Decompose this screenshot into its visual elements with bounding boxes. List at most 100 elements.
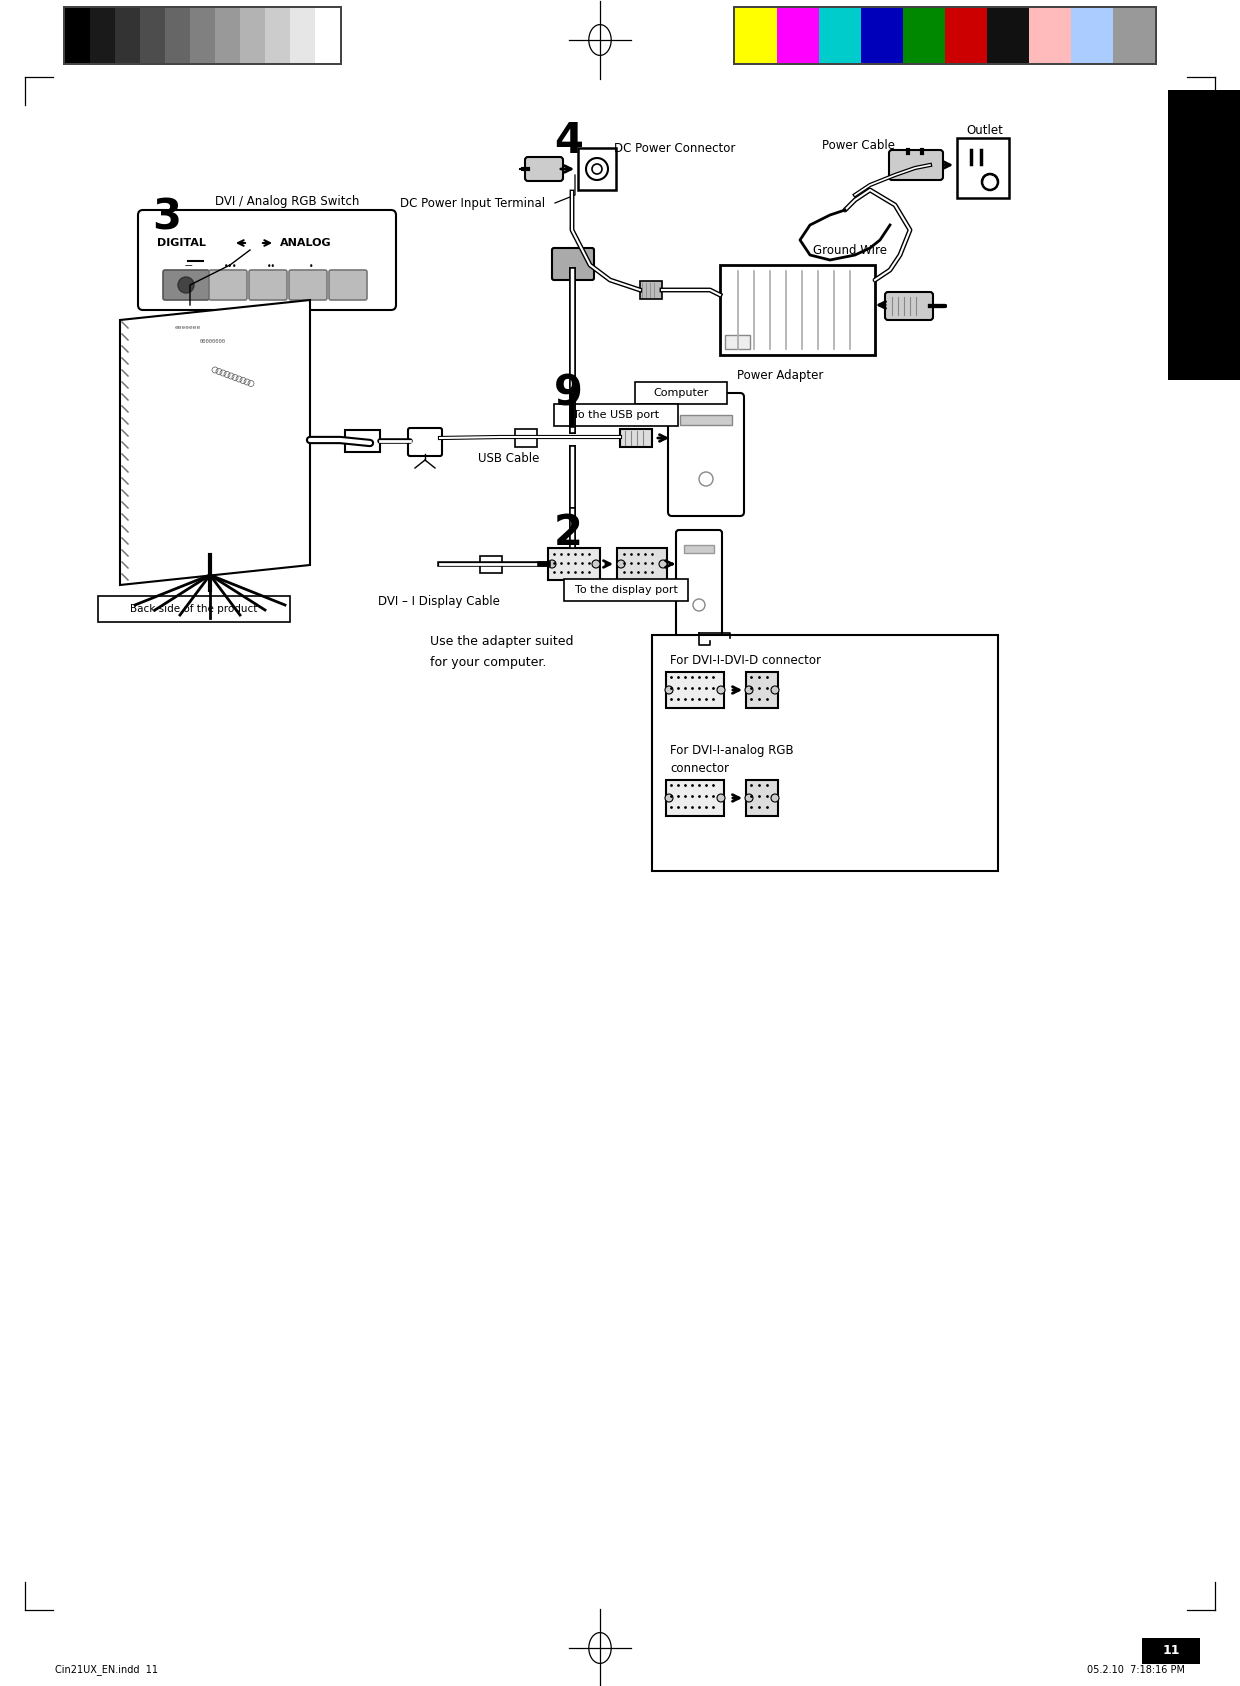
FancyBboxPatch shape [676, 529, 722, 636]
Bar [1029, 8, 1071, 62]
Bar [735, 8, 777, 62]
Bar [1142, 1639, 1200, 1664]
Text: •••: ••• [224, 261, 238, 270]
Bar [945, 8, 987, 62]
Text: DVI / Analog RGB Switch: DVI / Analog RGB Switch [215, 194, 360, 207]
Text: To the USB port: To the USB port [573, 410, 660, 420]
FancyBboxPatch shape [554, 405, 678, 427]
FancyBboxPatch shape [329, 270, 367, 300]
FancyBboxPatch shape [668, 393, 744, 516]
Circle shape [665, 686, 673, 695]
Bar [165, 8, 190, 62]
FancyBboxPatch shape [564, 578, 688, 600]
Text: Outlet: Outlet [966, 123, 1003, 137]
Text: For DVI-I-DVI-D connector: For DVI-I-DVI-D connector [670, 654, 821, 666]
FancyBboxPatch shape [138, 211, 396, 310]
Text: 4: 4 [554, 120, 583, 162]
Text: USB Cable: USB Cable [477, 452, 539, 465]
FancyBboxPatch shape [210, 270, 247, 300]
Circle shape [665, 794, 673, 803]
FancyBboxPatch shape [162, 270, 210, 300]
Bar [241, 8, 265, 62]
Text: Computer: Computer [653, 388, 709, 398]
Text: DVI – I Display Cable: DVI – I Display Cable [378, 595, 500, 607]
Bar [987, 8, 1029, 62]
Circle shape [717, 686, 725, 695]
FancyBboxPatch shape [635, 383, 727, 405]
Text: Ground Wire: Ground Wire [813, 243, 887, 256]
Circle shape [745, 794, 753, 803]
Circle shape [717, 794, 725, 803]
Bar [640, 282, 662, 298]
Bar [578, 148, 616, 191]
Text: 05.2.10  7:18:16 PM: 05.2.10 7:18:16 PM [1087, 1666, 1185, 1674]
Bar [777, 8, 818, 62]
Text: Power Adapter: Power Adapter [737, 369, 823, 381]
Bar [265, 8, 290, 62]
Bar [64, 8, 91, 62]
FancyBboxPatch shape [652, 636, 998, 872]
Bar [63, 7, 342, 66]
Text: •: • [309, 261, 314, 270]
Circle shape [658, 560, 667, 568]
Text: DIGITAL: DIGITAL [157, 238, 206, 248]
Text: ANALOG: ANALOG [280, 238, 331, 248]
Text: 11: 11 [1162, 1644, 1179, 1657]
Bar [345, 430, 379, 452]
Circle shape [548, 560, 556, 568]
Polygon shape [120, 300, 310, 585]
Bar [684, 545, 714, 553]
Bar [957, 138, 1009, 197]
FancyBboxPatch shape [98, 595, 290, 622]
Circle shape [745, 686, 753, 695]
FancyBboxPatch shape [289, 270, 327, 300]
FancyBboxPatch shape [889, 150, 942, 180]
Text: DC Power Connector: DC Power Connector [614, 142, 735, 155]
Circle shape [618, 560, 625, 568]
Text: To the display port: To the display port [574, 585, 677, 595]
Bar [725, 336, 750, 349]
Text: For DVI-I-analog RGB: For DVI-I-analog RGB [670, 744, 794, 757]
Circle shape [771, 794, 779, 803]
Text: 9: 9 [554, 373, 583, 415]
Bar [746, 673, 777, 708]
Bar [91, 8, 115, 62]
Bar [903, 8, 945, 62]
Bar [480, 556, 502, 573]
FancyBboxPatch shape [525, 157, 563, 180]
Text: Use the adapter suited: Use the adapter suited [430, 636, 573, 649]
Bar [720, 265, 875, 356]
Bar [733, 7, 1157, 66]
Text: Cin21UX_EN.indd  11: Cin21UX_EN.indd 11 [55, 1664, 157, 1676]
Text: 2: 2 [554, 513, 583, 555]
Text: DC Power Input Terminal: DC Power Input Terminal [401, 197, 546, 209]
Text: Back side of the product: Back side of the product [130, 604, 258, 614]
Bar [115, 8, 140, 62]
Bar [190, 8, 215, 62]
Bar [140, 8, 165, 62]
Bar [1168, 89, 1240, 379]
FancyBboxPatch shape [885, 292, 932, 320]
Text: Power Cable: Power Cable [821, 138, 894, 152]
Text: 3: 3 [153, 196, 181, 238]
Circle shape [771, 686, 779, 695]
Bar [861, 8, 903, 62]
Text: connector: connector [670, 762, 729, 774]
Bar [746, 781, 777, 816]
Bar [548, 548, 600, 580]
Bar [515, 428, 537, 447]
Text: eeeeeee: eeeeeee [175, 325, 201, 330]
FancyBboxPatch shape [552, 248, 594, 280]
FancyBboxPatch shape [408, 428, 441, 455]
Bar [290, 8, 315, 62]
Text: for your computer.: for your computer. [430, 656, 547, 669]
Bar [1114, 8, 1154, 62]
Text: ••: •• [267, 261, 275, 270]
Bar [315, 8, 340, 62]
Circle shape [591, 560, 600, 568]
FancyBboxPatch shape [249, 270, 286, 300]
Text: 00000000: 00000000 [200, 339, 226, 344]
Circle shape [179, 277, 193, 293]
Bar [666, 781, 724, 816]
Bar [680, 415, 732, 425]
